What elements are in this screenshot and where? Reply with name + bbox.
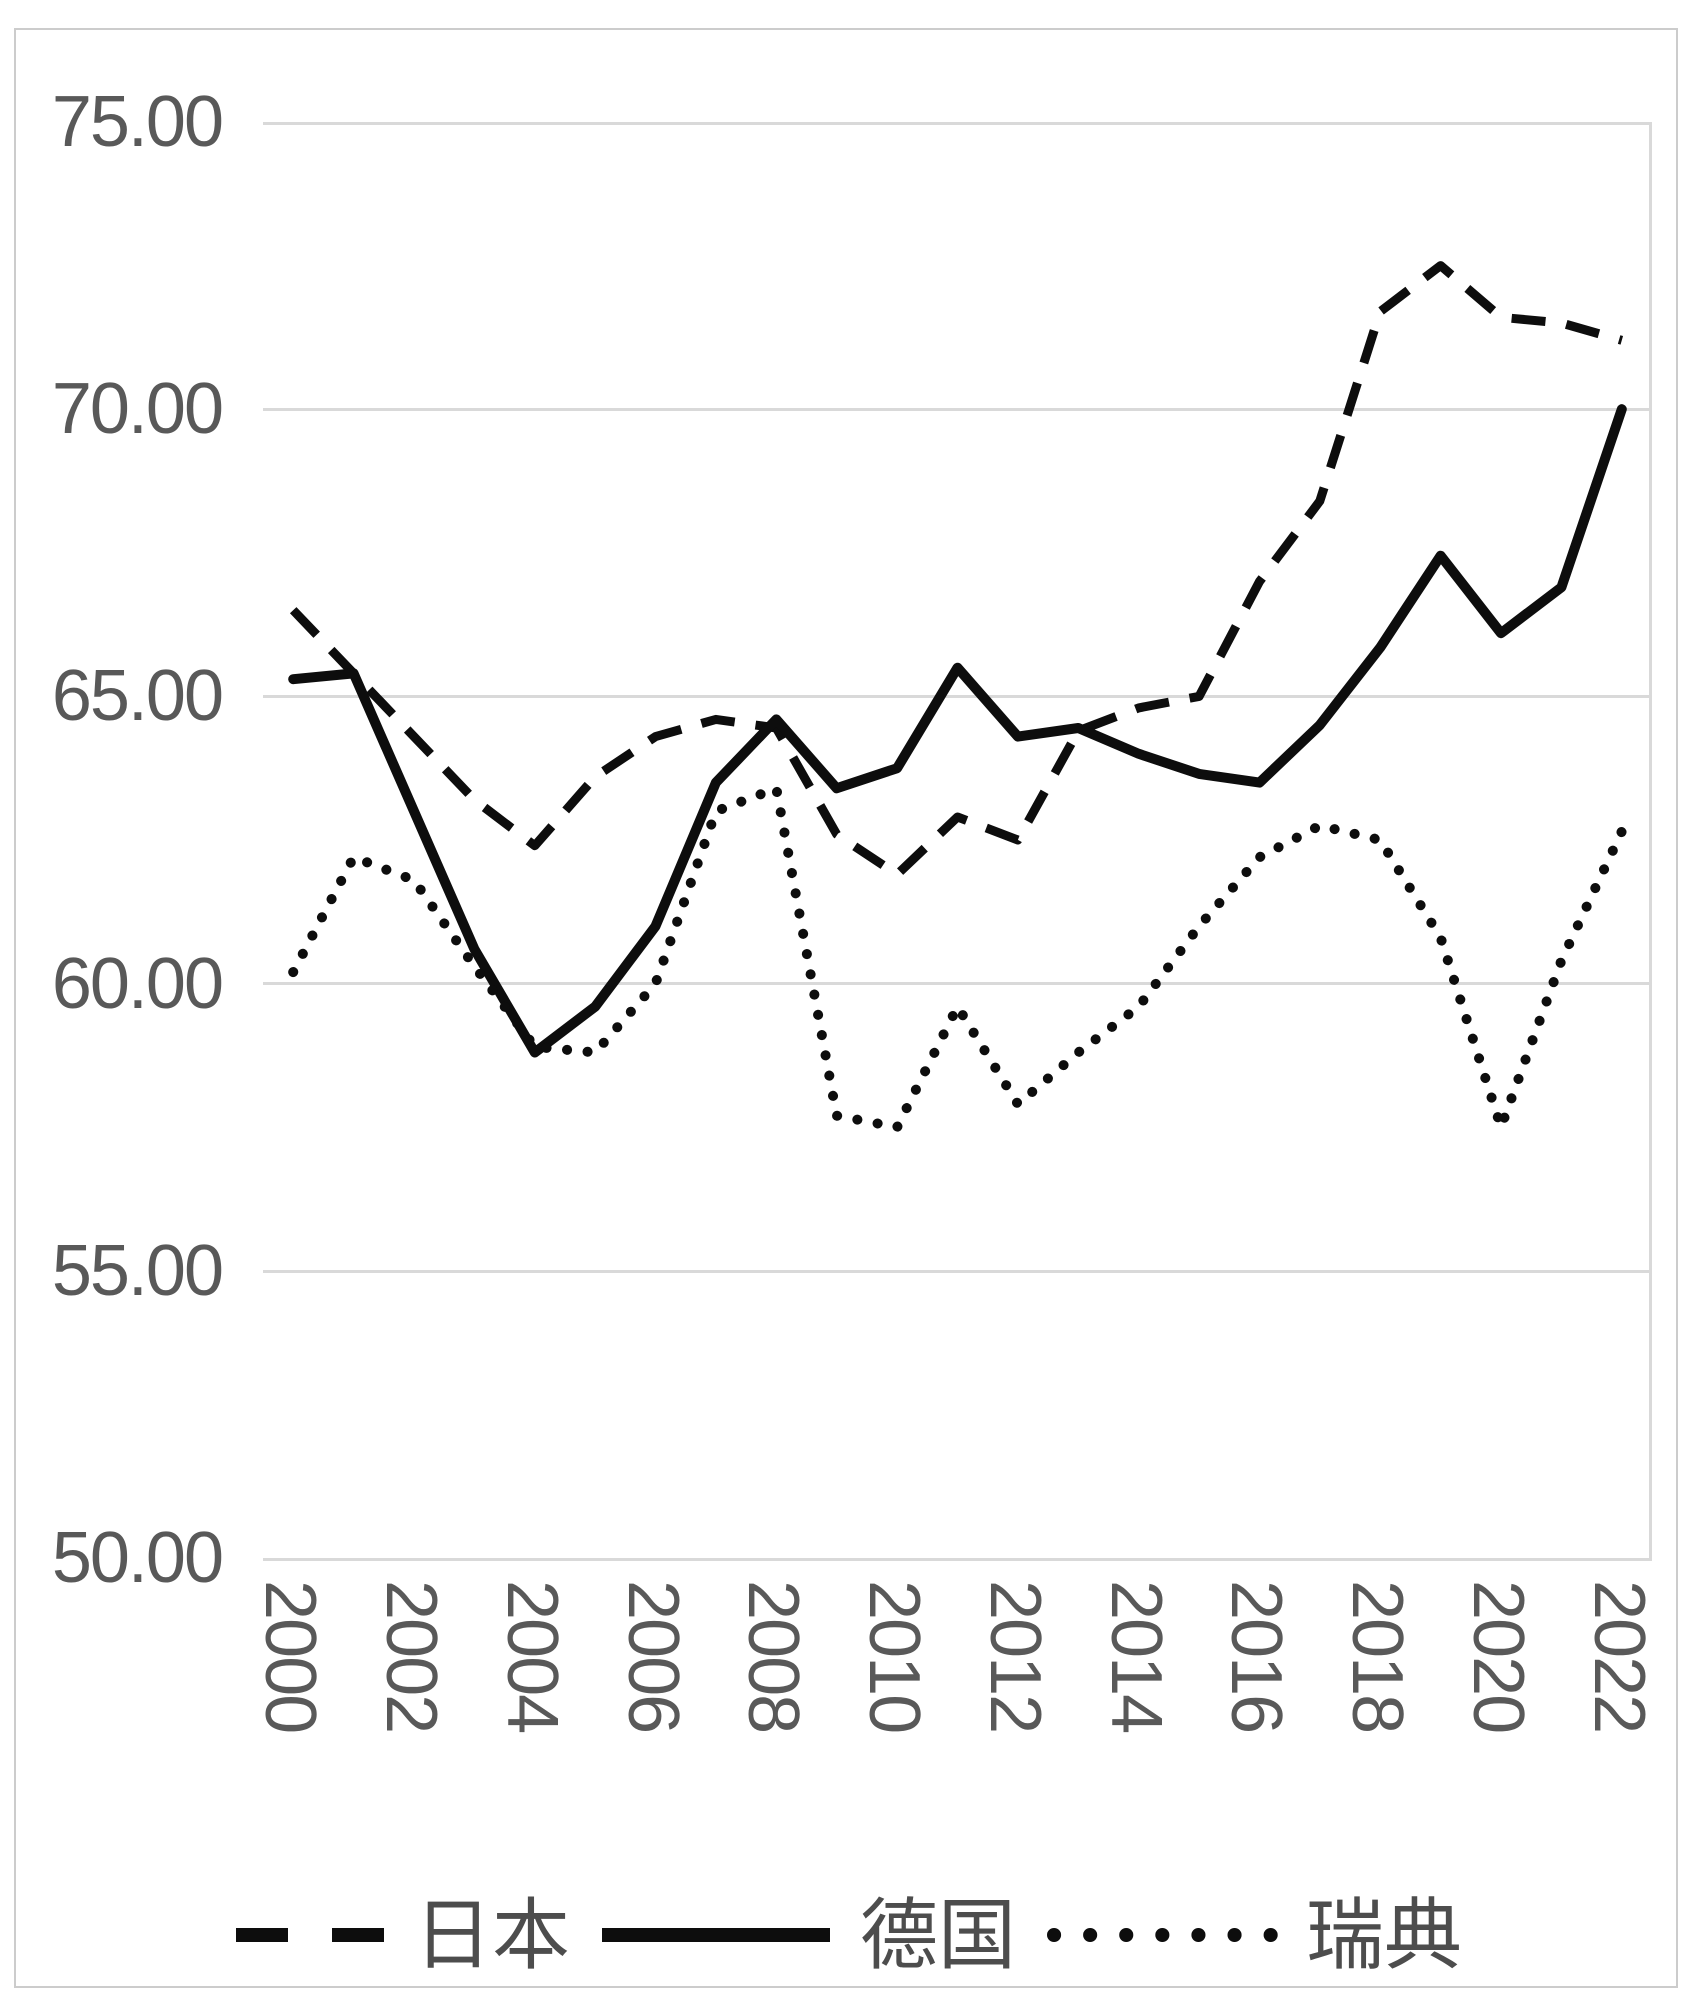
plot-right-border: [1649, 122, 1652, 1561]
legend: 日本 德国 瑞典: [0, 1896, 1696, 1974]
x-axis-tick-label: 2006: [612, 1580, 693, 1733]
x-axis-tick-label: 2010: [854, 1580, 935, 1733]
legend-label-japan: 日本: [413, 1891, 570, 1979]
gridline-50: [263, 1558, 1652, 1561]
x-axis-tick-label: 2020: [1458, 1580, 1539, 1733]
x-axis-tick-label: 2016: [1216, 1580, 1297, 1733]
gridline-55: [263, 1270, 1652, 1273]
solid-line-sample-icon: [601, 1928, 830, 1942]
plot-area: [263, 122, 1652, 1561]
y-axis-tick-label: 65.00: [51, 656, 224, 737]
y-axis-tick-label: 50.00: [51, 1518, 224, 1598]
legend-item-germany: 德国: [600, 1896, 1016, 1974]
gridline-70: [263, 408, 1652, 411]
y-axis-tick-label: 70.00: [51, 369, 224, 450]
gridline-75: [263, 122, 1652, 125]
y-axis-tick-label: 55.00: [51, 1230, 224, 1311]
gridline-65: [263, 695, 1652, 698]
y-axis-tick-label: 60.00: [51, 943, 224, 1024]
x-axis-tick-label: 2012: [974, 1580, 1055, 1733]
x-axis-tick-label: 2018: [1337, 1580, 1418, 1733]
x-axis-tick-label: 2022: [1578, 1580, 1659, 1733]
x-axis-tick-label: 2008: [733, 1580, 814, 1733]
x-axis-tick-label: 2002: [370, 1580, 451, 1733]
y-axis-tick-label: 75.00: [51, 82, 224, 162]
x-axis-tick-label: 2004: [491, 1580, 572, 1733]
dotted-line-sample-icon: [1047, 1928, 1278, 1942]
dashed-line-sample-icon: [235, 1928, 384, 1942]
legend-item-japan: 日本: [234, 1896, 570, 1974]
gridline-60: [263, 982, 1652, 985]
x-axis-tick-label: 2014: [1095, 1580, 1176, 1733]
legend-item-sweden: 瑞典: [1046, 1896, 1462, 1974]
x-axis-tick-label: 2000: [250, 1580, 331, 1733]
legend-label-germany: 德国: [859, 1891, 1016, 1979]
legend-label-sweden: 瑞典: [1306, 1891, 1463, 1979]
